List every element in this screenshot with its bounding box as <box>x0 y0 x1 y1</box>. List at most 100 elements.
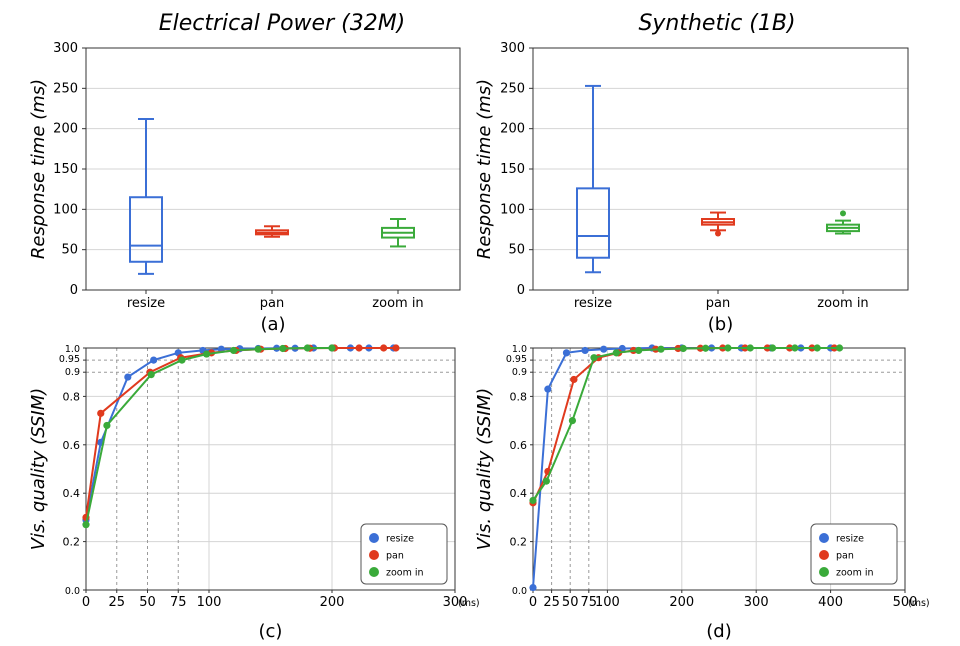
y-tick-label: 250 <box>53 81 78 96</box>
data-point <box>791 344 799 352</box>
data-point <box>657 345 665 353</box>
x-tick-label: 200 <box>669 595 694 610</box>
data-point <box>835 344 844 352</box>
data-point <box>355 344 363 352</box>
y-tick-label: 1.0 <box>65 344 80 355</box>
y-tick-label: 300 <box>53 41 78 56</box>
box-body <box>129 196 163 263</box>
data-point <box>768 344 777 352</box>
legend-marker <box>819 550 829 560</box>
y-tick-label: 0.95 <box>59 354 80 365</box>
x-tick-label: zoom in <box>372 296 423 311</box>
data-point <box>279 344 287 353</box>
series-line <box>85 347 332 525</box>
box-body <box>576 187 610 259</box>
data-point <box>103 421 111 430</box>
chart-title: Synthetic (1B) <box>638 11 795 36</box>
data-point <box>97 409 105 417</box>
chart-c: 0.0 0.2 0.4 0.6 0.8 0.9 0.951.0 0 25 50 75 100 200 30… <box>28 344 480 642</box>
y-tick-label: 0 <box>70 283 78 298</box>
x-axis-unit: (ms) <box>908 598 930 609</box>
outlier-point <box>840 210 846 217</box>
series-pan <box>529 344 838 507</box>
x-tick-label: 50 <box>139 595 156 610</box>
data-point <box>150 356 158 364</box>
chart-title: Electrical Power (32M) <box>159 11 406 36</box>
x-tick-label: 500 <box>893 595 918 610</box>
data-point <box>529 496 537 505</box>
series-pan <box>82 344 400 522</box>
x-tick-label: 300 <box>744 595 769 610</box>
legend: resize pan zoom in <box>360 523 448 585</box>
data-point <box>542 477 550 485</box>
data-point <box>612 349 620 357</box>
box-resize <box>129 117 163 275</box>
data-point <box>568 417 577 425</box>
x-axis-unit: (ms) <box>458 598 480 609</box>
x-tick-label: 50 <box>562 595 579 610</box>
box-pan <box>255 225 289 238</box>
y-axis-label: Vis. quality (SSIM) <box>474 388 495 551</box>
x-tick-label: 100 <box>197 595 222 610</box>
series-line <box>532 347 840 502</box>
box-resize <box>576 84 610 274</box>
x-tick-label: pan <box>260 296 284 311</box>
y-tick-label: 1.0 <box>512 344 527 355</box>
x-tick-label: pan <box>706 296 730 311</box>
x-tick-label: 0 <box>529 595 537 610</box>
y-tick-label: 0.8 <box>63 390 81 403</box>
x-tick-label: 400 <box>818 595 843 610</box>
x-tick-label: 0 <box>82 595 90 610</box>
data-point <box>380 344 388 352</box>
y-tick-label: 0.0 <box>65 586 80 597</box>
box-zoom-in <box>826 210 860 235</box>
data-point <box>82 521 90 529</box>
panel-caption: (d) <box>706 621 731 642</box>
panel-caption: (c) <box>259 621 283 642</box>
legend-label: resize <box>836 534 864 545</box>
x-tick-label: 25 <box>108 595 125 610</box>
data-point <box>124 373 132 381</box>
box-pan <box>701 211 735 237</box>
y-tick-label: 0.9 <box>65 367 80 378</box>
series-zoom-in <box>82 344 336 529</box>
chart-a: 0 50 100 150 200 250 300 Electrical Power (32M)… <box>28 11 461 335</box>
y-tick-label: 200 <box>500 122 525 137</box>
y-tick-label: 0.9 <box>512 367 527 378</box>
series-line <box>85 347 394 520</box>
data-point <box>178 356 186 364</box>
x-tick-label: 75 <box>170 595 187 610</box>
data-point <box>702 344 710 352</box>
x-tick-label: 75 <box>581 595 598 610</box>
legend-label: resize <box>386 534 414 545</box>
y-tick-label: 0.95 <box>506 354 527 365</box>
panel-caption: (a) <box>260 314 285 335</box>
legend-label: pan <box>386 551 404 562</box>
y-tick-label: 0.2 <box>510 536 528 549</box>
legend-marker <box>369 533 379 543</box>
data-point <box>570 375 578 384</box>
series-resize <box>82 344 398 524</box>
data-point <box>303 344 311 352</box>
data-point <box>590 354 598 362</box>
y-tick-label: 0 <box>517 283 525 298</box>
x-tick-label: 200 <box>320 595 345 610</box>
y-tick-label: 100 <box>53 202 78 217</box>
y-tick-label: 0.6 <box>510 439 528 452</box>
legend-marker <box>369 550 379 560</box>
data-point <box>724 344 732 352</box>
data-point <box>581 346 589 355</box>
data-point <box>813 344 821 352</box>
plot-frame <box>532 47 909 291</box>
x-tick-label: 25 <box>543 595 560 610</box>
y-tick-label: 0.4 <box>63 487 81 500</box>
chart-b: 0 50 100 150 200 250 300 Synthetic (1B) Response… <box>474 11 909 335</box>
y-tick-label: 0.6 <box>63 439 81 452</box>
plot-frame <box>85 47 461 291</box>
series-line <box>532 347 835 504</box>
legend-marker <box>819 567 829 577</box>
x-tick-label: resize <box>127 296 165 311</box>
data-point <box>392 344 400 352</box>
x-tick-label: 100 <box>595 595 620 610</box>
